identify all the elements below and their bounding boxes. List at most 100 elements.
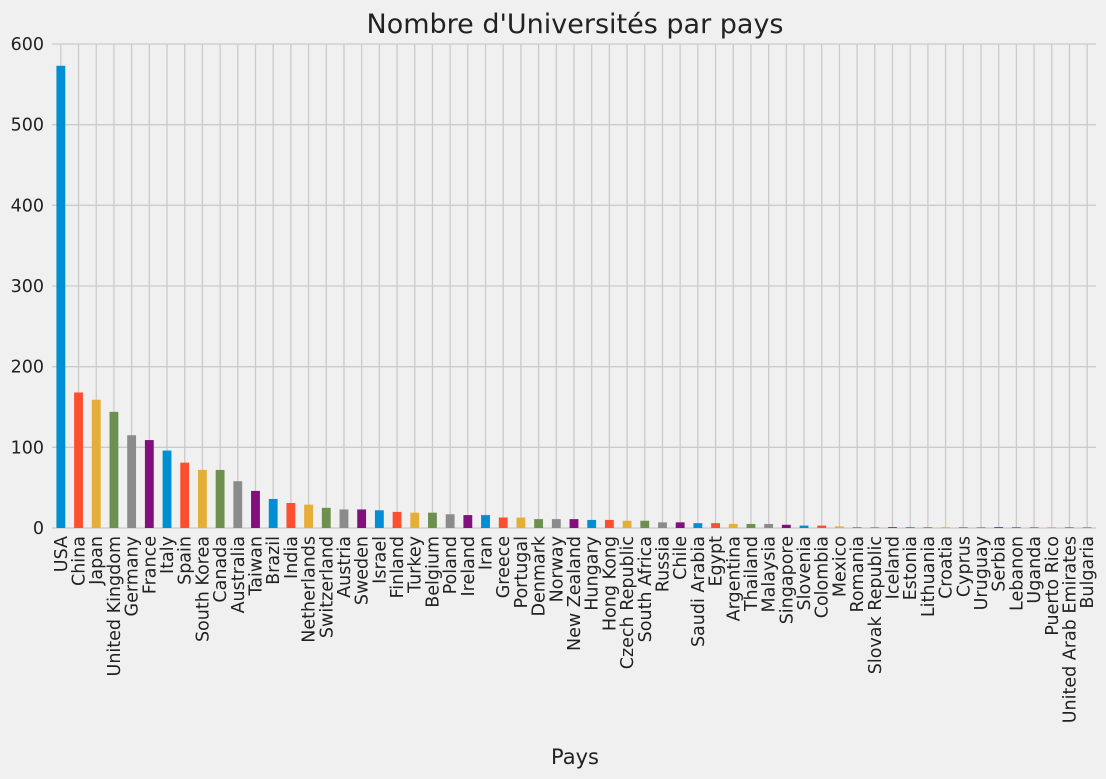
x-tick-label: India	[282, 536, 302, 579]
y-tick-labels: 0 100 200 300 400 500 600	[11, 35, 44, 539]
bar-usa	[56, 65, 66, 528]
bar-serbia	[994, 527, 1004, 528]
bar-mexico	[835, 526, 844, 528]
x-tick-label: Spain	[176, 536, 196, 585]
y-tick-label: 400	[11, 196, 44, 216]
bar-belgium	[428, 512, 437, 528]
x-tick-label: Sweden	[353, 536, 373, 605]
bar-bulgaria	[1082, 527, 1092, 528]
bars-layer	[56, 65, 1092, 528]
x-tick-label: Argentina	[724, 536, 744, 621]
x-tick-label: New Zealand	[565, 536, 585, 651]
bar-czech-republic	[622, 520, 632, 528]
y-tick-label: 500	[11, 116, 44, 136]
bar-south-africa	[640, 520, 650, 528]
x-tick-label: Estonia	[901, 536, 921, 600]
bar-uruguay	[976, 527, 986, 528]
bar-united-kingdom	[109, 411, 119, 528]
x-tick-label: Iran	[477, 536, 497, 570]
x-tick-label: Thailand	[742, 536, 762, 612]
x-tick-label: United Kingdom	[105, 536, 125, 676]
bar-hungary	[587, 519, 597, 528]
bar-romania	[852, 527, 862, 528]
bar-iran	[481, 515, 490, 528]
x-tick-label: Finland	[388, 536, 408, 599]
bar-lebanon	[1011, 527, 1021, 528]
bar-hong-kong	[604, 519, 614, 528]
x-tick-label: Denmark	[530, 535, 550, 616]
bar-estonia	[905, 527, 915, 528]
x-tick-label: Hong Kong	[600, 536, 620, 631]
x-tick-label: Greece	[494, 536, 514, 598]
grid-layer	[52, 43, 1096, 529]
x-tick-label: Netherlands	[300, 536, 320, 643]
bar-slovenia	[799, 525, 809, 528]
bar-germany	[127, 435, 137, 528]
x-tick-label: Norway	[547, 536, 567, 602]
x-tick-label: Colombia	[813, 536, 833, 618]
bar-poland	[445, 514, 455, 528]
bar-sweden	[357, 509, 367, 528]
bar-taiwan	[251, 490, 260, 528]
x-tick-label: Ireland	[459, 536, 479, 597]
x-tick-label: USA	[52, 536, 72, 572]
bar-argentina	[728, 523, 738, 528]
x-tick-label: Malaysia	[760, 536, 780, 612]
bar-iceland	[888, 527, 897, 528]
bar-netherlands	[304, 504, 313, 528]
x-tick-label: Cyprus	[954, 536, 974, 597]
x-tick-label: Saudi Arabia	[689, 536, 709, 647]
y-tick-label: 300	[11, 277, 44, 297]
x-axis-label: Pays	[551, 745, 599, 769]
bar-italy	[162, 450, 172, 528]
x-tick-label: Croatia	[937, 536, 957, 599]
bar-saudi-arabia	[693, 523, 703, 528]
x-tick-label: Israel	[370, 536, 390, 584]
bar-brazil	[268, 498, 278, 528]
x-tick-label: Japan	[87, 536, 107, 586]
x-tick-label: South Africa	[636, 536, 656, 642]
x-tick-label: Austria	[335, 536, 355, 598]
bar-austria	[339, 509, 349, 528]
bar-puerto-rico	[1047, 527, 1057, 528]
x-tick-label: Serbia	[990, 536, 1010, 592]
chart-title: Nombre d'Universités par pays	[367, 9, 784, 40]
x-tick-label: Bulgaria	[1078, 536, 1098, 609]
x-tick-label: Lebanon	[1007, 536, 1027, 611]
x-tick-label: Slovak Republic	[866, 536, 886, 674]
bar-australia	[233, 481, 243, 528]
x-tick-label: Slovenia	[795, 536, 815, 610]
bar-malaysia	[764, 523, 774, 528]
bar-croatia	[941, 527, 951, 528]
x-tick-label: Chile	[671, 536, 691, 580]
x-tick-label: France	[140, 536, 160, 594]
x-tick-label: Russia	[653, 536, 673, 592]
bar-united-arab-emirates	[1065, 527, 1074, 528]
bar-denmark	[534, 519, 544, 528]
bar-canada	[215, 469, 225, 528]
x-tick-label: Belgium	[423, 536, 443, 608]
bar-spain	[180, 462, 190, 528]
x-tick-label: South Korea	[193, 536, 213, 642]
bar-lithuania	[923, 527, 933, 528]
bar-norway	[551, 519, 561, 528]
x-tick-label: Mexico	[830, 536, 850, 597]
x-tick-label: Australia	[229, 536, 249, 613]
bar-switzerland	[321, 507, 331, 528]
bar-finland	[392, 511, 402, 528]
x-tick-label: Poland	[441, 536, 461, 594]
x-tick-label: Hungary	[583, 536, 603, 611]
bar-israel	[374, 510, 384, 528]
x-tick-label: Switzerland	[317, 536, 337, 638]
bar-india	[286, 502, 296, 528]
x-tick-label: Canada	[211, 536, 231, 603]
bar-south-korea	[197, 469, 207, 528]
x-tick-label: Turkey	[406, 536, 426, 594]
x-tick-label: Romania	[848, 536, 868, 613]
y-tick-label: 200	[11, 358, 44, 378]
x-tick-label: Uganda	[1025, 536, 1045, 604]
bar-thailand	[746, 523, 756, 528]
bar-france	[144, 440, 154, 528]
bar-greece	[498, 517, 508, 528]
